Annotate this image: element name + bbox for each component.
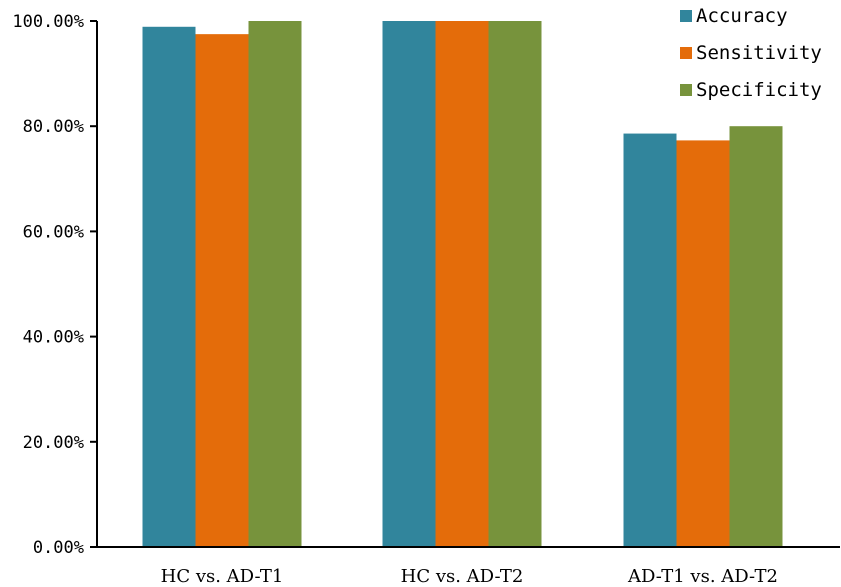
y-tick-label: 20.00% <box>23 433 84 453</box>
x-category-label: HC vs. AD-T1 <box>161 566 284 587</box>
y-tick-label: 100.00% <box>12 12 84 32</box>
bar-specificity-1 <box>488 21 542 547</box>
legend-swatch-sensitivity <box>680 47 692 59</box>
bar-specificity-0 <box>248 21 302 547</box>
x-category-label: AD-T1 vs. AD-T2 <box>627 566 778 587</box>
y-axis: 0.00% 20.00% 40.00% 60.00% 80.00% 100.00% <box>12 12 98 558</box>
x-axis: HC vs. AD-T1 HC vs. AD-T2 AD-T1 vs. AD-T2 <box>97 546 840 587</box>
bar-accuracy-0 <box>142 26 196 547</box>
bar-sensitivity-2 <box>676 140 730 548</box>
y-tick-label: 60.00% <box>23 222 84 242</box>
legend-label-specificity: Specificity <box>696 79 822 101</box>
y-tick-label: 40.00% <box>23 328 84 348</box>
legend-label-accuracy: Accuracy <box>696 5 788 27</box>
legend-swatch-specificity <box>680 84 692 96</box>
y-tick-label: 0.00% <box>33 538 84 558</box>
legend-swatch-accuracy <box>680 10 692 22</box>
bar-accuracy-1 <box>382 21 436 547</box>
bar-sensitivity-1 <box>435 21 489 547</box>
legend-label-sensitivity: Sensitivity <box>696 42 822 64</box>
bar-sensitivity-0 <box>195 34 249 547</box>
bars <box>142 21 783 548</box>
x-category-label: HC vs. AD-T2 <box>401 566 524 587</box>
legend: Accuracy Sensitivity Specificity <box>680 5 822 101</box>
y-tick-label: 80.00% <box>23 117 84 137</box>
bar-specificity-2 <box>729 126 783 547</box>
bar-accuracy-2 <box>623 133 677 547</box>
